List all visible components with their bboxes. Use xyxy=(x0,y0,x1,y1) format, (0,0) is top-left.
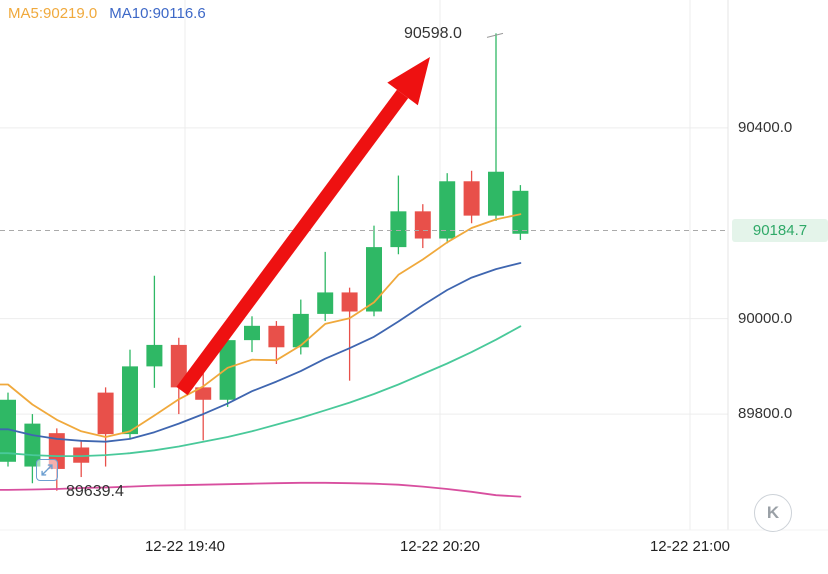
current-price-badge: 90184.7 xyxy=(732,218,828,242)
candle-body-up xyxy=(146,344,163,367)
trend-arrow-shaft xyxy=(176,89,409,396)
candle-body-up xyxy=(122,366,138,435)
session-low-label: 89639.4 xyxy=(66,482,124,500)
candle-body-up xyxy=(244,325,260,341)
candle-body-up xyxy=(317,292,334,314)
candle-body-down xyxy=(341,292,358,312)
ma-line-ma-green xyxy=(0,325,522,458)
candle-body-down xyxy=(170,344,187,388)
x-axis-label: 12-22 21:00 xyxy=(649,538,731,555)
expand-icon xyxy=(40,463,54,477)
x-axis-label: 12-22 19:40 xyxy=(144,538,226,555)
y-axis-label: 89800.0 xyxy=(738,405,793,423)
candle-body-down xyxy=(73,447,90,463)
candle-body-down xyxy=(268,325,285,348)
ma-line-MA5 xyxy=(0,213,522,438)
y-axis-label: 90000.0 xyxy=(738,309,793,327)
candle-body-down xyxy=(195,387,212,400)
ma-indicator-header: MA5:90219.0 MA10:90116.6 xyxy=(8,5,206,22)
expand-button[interactable] xyxy=(36,459,58,481)
candle-body-up xyxy=(439,181,456,239)
candle-body-up xyxy=(0,399,16,462)
x-axis-label: 12-22 20:20 xyxy=(399,538,481,555)
y-axis-label: 90400.0 xyxy=(738,118,793,136)
candle-body-up xyxy=(390,211,407,248)
candle-body-up xyxy=(292,313,309,348)
candle-body-up xyxy=(219,340,236,400)
candle-body-up xyxy=(488,171,504,216)
kline-type-button[interactable]: K xyxy=(754,494,792,532)
candle-body-down xyxy=(463,181,480,216)
ma10-value-label: MA10:90116.6 xyxy=(109,5,206,22)
ma5-value-label: MA5:90219.0 xyxy=(8,5,98,22)
ma-line-MA10 xyxy=(0,262,522,443)
candle-body-down xyxy=(414,211,431,239)
high-label-connector xyxy=(486,32,504,38)
trend-arrow-head xyxy=(387,57,430,106)
ma-line-ma-magenta xyxy=(0,481,522,498)
candle-body-up xyxy=(366,247,382,312)
candle-body-up xyxy=(512,190,529,234)
session-high-label: 90598.0 xyxy=(404,25,462,43)
candle-body-down xyxy=(97,392,114,435)
